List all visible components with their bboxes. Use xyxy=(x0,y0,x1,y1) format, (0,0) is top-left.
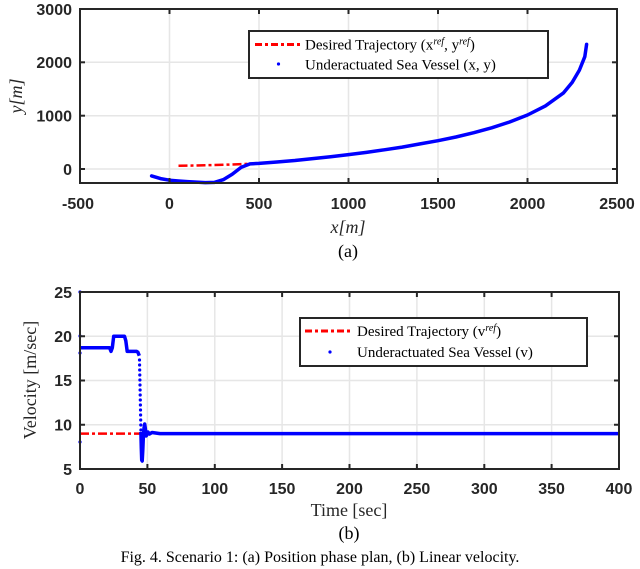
legend-vessel-label: Underactuated Sea Vessel (v) xyxy=(357,345,533,361)
plot-a-sublabel: (a) xyxy=(338,241,358,262)
plot-b-ytick-labels: 5 10 15 20 25 xyxy=(54,285,72,479)
plot-b: 0 50 100 150 200 250 300 350 400 5 10 15… xyxy=(20,285,632,544)
plot-a-desired-line xyxy=(178,162,251,168)
plot-b-vessel-transient xyxy=(139,422,619,463)
ytick-label: 25 xyxy=(54,285,72,302)
plot-b-ticks xyxy=(80,292,619,469)
plot-a-ylabel: y[m] xyxy=(6,79,26,116)
plot-b-vessel-line xyxy=(80,334,141,357)
ytick-label: 10 xyxy=(54,418,72,435)
xtick-label: 1000 xyxy=(331,196,367,213)
xtick-label: 250 xyxy=(404,481,431,498)
xtick-label: 300 xyxy=(471,481,498,498)
plot-b-xtick-labels: 0 50 100 150 200 250 300 350 400 xyxy=(76,481,633,498)
plot-b-xlabel: Time [sec] xyxy=(311,500,388,520)
legend-vessel-marker xyxy=(328,350,332,354)
ytick-label: 3000 xyxy=(36,2,72,19)
ytick-label: 20 xyxy=(54,329,72,346)
plot-a-xlabel: x[m] xyxy=(330,217,366,237)
plot-a: -500 0 500 1000 1500 2000 2500 0 1000 20… xyxy=(6,2,635,262)
xtick-label: -500 xyxy=(62,196,94,213)
plot-a-ticks xyxy=(80,9,617,183)
xtick-label: 100 xyxy=(201,481,228,498)
plot-a-legend: Desired Trajectory (xref, yref) Underact… xyxy=(248,30,549,79)
plot-b-ylabel: Velocity [m/sec] xyxy=(20,321,40,439)
xtick-label: 500 xyxy=(246,196,273,213)
ytick-label: 0 xyxy=(63,162,72,179)
ytick-label: 1000 xyxy=(36,109,72,126)
plot-a-ytick-labels: 0 1000 2000 3000 xyxy=(36,2,72,179)
xtick-label: 0 xyxy=(76,481,85,498)
plot-a-xtick-labels: -500 0 500 1000 1500 2000 2500 xyxy=(62,196,635,213)
ytick-label: 5 xyxy=(63,462,72,479)
legend-desired-label: Desired Trajectory (vref) xyxy=(357,323,501,341)
legend-vessel-label: Underactuated Sea Vessel (x, y) xyxy=(305,58,496,74)
xtick-label: 2500 xyxy=(599,196,635,213)
ytick-label: 2000 xyxy=(36,55,72,72)
xtick-label: 2000 xyxy=(510,196,546,213)
xtick-label: 150 xyxy=(269,481,296,498)
ytick-label: 15 xyxy=(54,373,72,390)
xtick-label: 350 xyxy=(538,481,565,498)
xtick-label: 0 xyxy=(165,196,174,213)
xtick-label: 400 xyxy=(606,481,633,498)
plot-b-legend: Desired Trajectory (vref) Underactuated … xyxy=(299,317,588,367)
legend-desired-label: Desired Trajectory (xref, yref) xyxy=(305,36,475,54)
plot-b-sublabel: (b) xyxy=(339,523,360,544)
legend-vessel-marker xyxy=(276,62,281,66)
xtick-label: 1500 xyxy=(420,196,456,213)
xtick-label: 50 xyxy=(139,481,157,498)
figure-caption: Fig. 4. Scenario 1: (a) Position phase p… xyxy=(121,549,520,566)
xtick-label: 200 xyxy=(336,481,363,498)
